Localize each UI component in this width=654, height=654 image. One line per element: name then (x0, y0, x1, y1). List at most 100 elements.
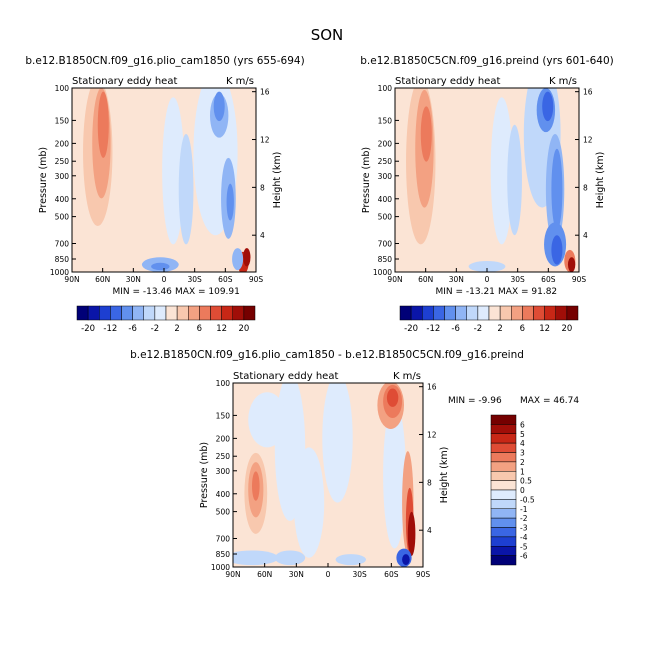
y-tick-label: 150 (216, 411, 231, 420)
x-tick-label: 90S (416, 570, 431, 579)
colorbar-label: 1 (520, 467, 525, 476)
max-label: MAX = 91.82 (498, 287, 557, 297)
y-tick-label: 1000 (211, 563, 230, 572)
colorbar-label: 4 (520, 439, 525, 448)
contour-region (252, 471, 260, 501)
colorbar-swatch (499, 305, 512, 321)
colorbar-swatch (490, 452, 517, 463)
y-tick-label: 1000 (50, 268, 69, 277)
colorbar-swatch (243, 305, 256, 321)
y-tick-label: 250 (378, 157, 393, 166)
colorbar-swatch (490, 499, 517, 509)
colorbar-label: -6 (451, 324, 459, 334)
panel-3: b.e12.B1850CN.f09_g16.plio_cam1850 - b.e… (130, 349, 579, 579)
colorbar-swatch (210, 305, 222, 321)
colorbar-label: 6 (520, 420, 525, 429)
colorbar-swatch (110, 305, 122, 321)
y-right-tick-label: 12 (427, 431, 437, 440)
colorbar-label: -6 (128, 324, 136, 334)
colorbar-label: 6 (197, 324, 202, 334)
colorbar-swatch (490, 480, 517, 491)
min-label: MIN = -13.46 (112, 287, 172, 297)
y-axis-label: Pressure (mb) (361, 147, 372, 213)
colorbar-label: 2 (497, 324, 502, 334)
colorbar-label: -2 (520, 514, 528, 523)
colorbar-swatch (566, 305, 579, 321)
y-tick-label: 250 (216, 452, 231, 461)
panel-title: b.e12.B1850CN.f09_g16.plio_cam1850 (yrs … (25, 55, 304, 67)
colorbar-swatch (490, 546, 517, 556)
y-tick-label: 500 (378, 213, 393, 222)
y-tick-label: 100 (378, 84, 393, 93)
contour-region (151, 262, 170, 271)
colorbar-swatch (87, 305, 100, 321)
y-tick-label: 100 (216, 379, 231, 388)
colorbar-swatch (533, 305, 545, 321)
y-tick-label: 700 (55, 239, 70, 248)
colorbar-swatch (490, 517, 517, 528)
panel-subtitle-right: K m/s (226, 76, 254, 87)
x-tick-label: 30N (449, 275, 464, 284)
colorbar-swatch (490, 555, 517, 566)
x-tick-label: 90S (572, 275, 587, 284)
x-tick-label: 90N (387, 275, 402, 284)
colorbar-swatch (232, 305, 245, 321)
y-right-axis-label: Height (km) (595, 152, 606, 209)
panel-subtitle-left: Stationary eddy heat (233, 371, 338, 382)
contour-region (233, 550, 279, 566)
colorbar-swatch (488, 305, 501, 321)
y-right-tick-label: 16 (427, 383, 437, 392)
x-tick-label: 0 (326, 570, 331, 579)
contour-region (490, 97, 513, 245)
contour-region (243, 248, 251, 267)
colorbar-label: -2 (151, 324, 159, 334)
colorbar-label: -1 (520, 505, 528, 514)
y-right-tick-label: 4 (260, 231, 265, 240)
contour-region (293, 447, 325, 558)
contour-region (322, 383, 353, 503)
colorbar-swatch (99, 305, 111, 321)
colorbar-swatch (490, 424, 517, 434)
y-tick-label: 150 (55, 116, 70, 125)
y-tick-label: 300 (55, 172, 70, 181)
panel-1: b.e12.B1850CN.f09_g16.plio_cam1850 (yrs … (25, 55, 304, 334)
max-label: MAX = 109.91 (175, 287, 240, 297)
colorbar-swatch (455, 305, 467, 321)
y-tick-label: 300 (216, 467, 231, 476)
y-right-tick-label: 8 (427, 478, 432, 487)
y-tick-label: 200 (55, 139, 70, 148)
colorbar-swatch (490, 442, 517, 453)
panel-subtitle-left: Stationary eddy heat (395, 76, 500, 87)
contour-region (468, 260, 506, 272)
y-tick-label: 500 (55, 213, 70, 222)
colorbar-label: 20 (238, 324, 249, 334)
y-tick-label: 850 (216, 550, 231, 559)
y-right-tick-label: 4 (583, 231, 588, 240)
colorbar-swatch (490, 414, 517, 425)
y-tick-label: 300 (378, 172, 393, 181)
y-tick-label: 150 (378, 116, 393, 125)
colorbar-label: 0 (520, 486, 525, 495)
colorbar-swatch (477, 305, 490, 321)
colorbar-swatch (444, 305, 456, 321)
x-tick-label: 60N (418, 275, 433, 284)
contour-region (402, 554, 410, 566)
contour-region (551, 148, 563, 230)
contour-region (567, 257, 576, 272)
colorbar-label: 2 (174, 324, 179, 334)
y-right-tick-label: 12 (260, 136, 270, 145)
y-tick-label: 400 (55, 195, 70, 204)
contour-region (383, 401, 406, 549)
panel-title: b.e12.B1850CN.f09_g16.plio_cam1850 - b.e… (130, 349, 524, 361)
colorbar-label: 12 (216, 324, 227, 334)
x-tick-label: 90N (64, 275, 79, 284)
colorbar-label: -2 (474, 324, 482, 334)
y-tick-label: 500 (216, 508, 231, 517)
x-tick-label: 60S (541, 275, 556, 284)
colorbar-label: -4 (520, 533, 528, 542)
y-tick-label: 400 (216, 490, 231, 499)
x-tick-label: 60N (257, 570, 272, 579)
colorbar-label: -5 (520, 542, 528, 551)
